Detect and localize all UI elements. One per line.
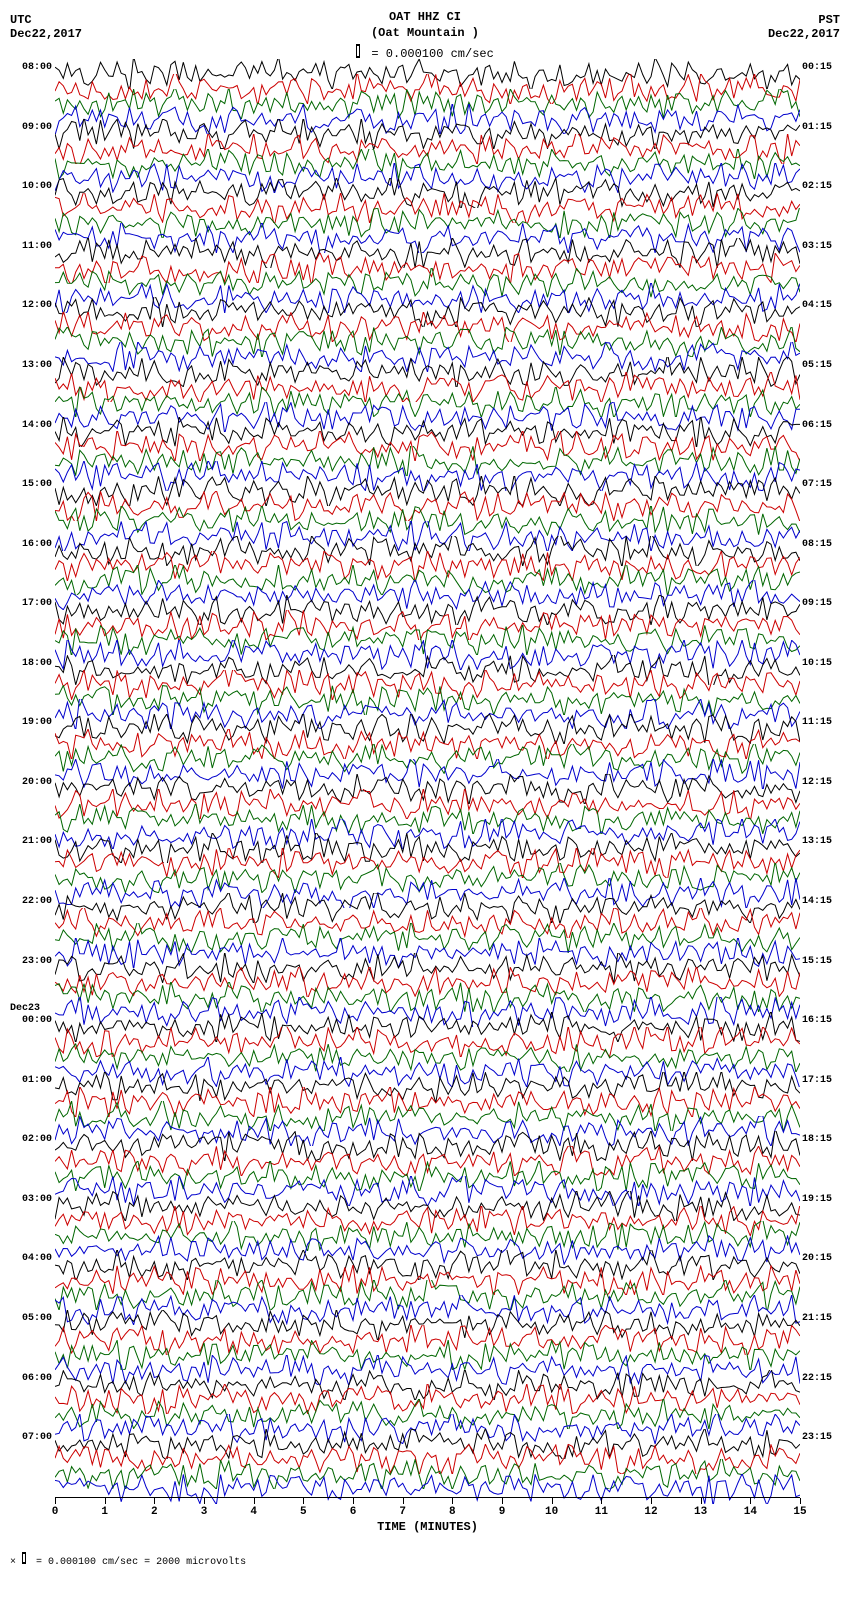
pst-hour-label: 21:15 xyxy=(802,1313,842,1324)
utc-hour-label: 11:00 xyxy=(10,241,52,252)
plot-region: 08:0000:1509:0001:1510:0002:1511:0003:15… xyxy=(55,67,800,1497)
pst-hour-label: 09:15 xyxy=(802,598,842,609)
pst-hour-label: 18:15 xyxy=(802,1134,842,1145)
utc-hour-label: 22:00 xyxy=(10,896,52,907)
x-tick-label: 9 xyxy=(499,1506,506,1518)
seismogram-container: OAT HHZ CI (Oat Mountain ) UTC Dec22,201… xyxy=(10,10,840,1568)
x-tick-label: 10 xyxy=(545,1506,558,1518)
x-tick xyxy=(204,1498,205,1504)
x-tick xyxy=(154,1498,155,1504)
x-tick xyxy=(353,1498,354,1504)
pst-hour-label: 02:15 xyxy=(802,181,842,192)
right-date-label: Dec22,2017 xyxy=(760,27,840,41)
utc-hour-label: 17:00 xyxy=(10,598,52,609)
x-tick xyxy=(502,1498,503,1504)
x-tick-label: 11 xyxy=(595,1506,608,1518)
utc-hour-label: 08:00 xyxy=(10,62,52,73)
pst-hour-label: 19:15 xyxy=(802,1194,842,1205)
x-tick-label: 15 xyxy=(793,1506,806,1518)
utc-hour-label: 06:00 xyxy=(10,1373,52,1384)
scale-bar-icon xyxy=(356,44,360,58)
pst-hour-label: 06:15 xyxy=(802,420,842,431)
utc-hour-label: 19:00 xyxy=(10,717,52,728)
pst-hour-label: 14:15 xyxy=(802,896,842,907)
utc-hour-label: 07:00 xyxy=(10,1432,52,1443)
x-axis-title: TIME (MINUTES) xyxy=(55,1498,800,1534)
x-tick-label: 5 xyxy=(300,1506,307,1518)
x-tick xyxy=(701,1498,702,1504)
tz-right: PST Dec22,2017 xyxy=(760,13,840,41)
pst-hour-label: 01:15 xyxy=(802,122,842,133)
x-tick-label: 3 xyxy=(201,1506,208,1518)
footer-text: = 0.000100 cm/sec = 2000 microvolts xyxy=(36,1557,246,1568)
pst-hour-label: 22:15 xyxy=(802,1373,842,1384)
right-tz-label: PST xyxy=(760,13,840,27)
left-date-label: Dec22,2017 xyxy=(10,27,90,41)
utc-hour-label: 21:00 xyxy=(10,836,52,847)
x-tick-label: 0 xyxy=(52,1506,59,1518)
x-axis: TIME (MINUTES) 0123456789101112131415 xyxy=(55,1497,800,1538)
pst-hour-label: 07:15 xyxy=(802,479,842,490)
pst-hour-label: 20:15 xyxy=(802,1253,842,1264)
x-tick xyxy=(254,1498,255,1504)
utc-hour-label: 16:00 xyxy=(10,539,52,550)
x-tick-label: 6 xyxy=(350,1506,357,1518)
x-tick xyxy=(55,1498,56,1504)
x-tick xyxy=(750,1498,751,1504)
x-tick-label: 7 xyxy=(399,1506,406,1518)
utc-hour-label: 14:00 xyxy=(10,420,52,431)
utc-hour-label: 23:00 xyxy=(10,956,52,967)
footer-prefix: × xyxy=(10,1557,16,1568)
tz-left: UTC Dec22,2017 xyxy=(10,13,90,41)
x-tick-label: 14 xyxy=(744,1506,757,1518)
pst-hour-label: 15:15 xyxy=(802,956,842,967)
utc-date-marker: Dec23 xyxy=(10,1003,52,1014)
pst-hour-label: 11:15 xyxy=(802,717,842,728)
x-tick xyxy=(452,1498,453,1504)
utc-hour-label: 10:00 xyxy=(10,181,52,192)
x-tick xyxy=(552,1498,553,1504)
pst-hour-label: 00:15 xyxy=(802,62,842,73)
pst-hour-label: 12:15 xyxy=(802,777,842,788)
utc-hour-label: 20:00 xyxy=(10,777,52,788)
pst-hour-label: 16:15 xyxy=(802,1015,842,1026)
x-tick-label: 13 xyxy=(694,1506,707,1518)
x-tick xyxy=(303,1498,304,1504)
x-tick-label: 1 xyxy=(101,1506,108,1518)
x-tick-label: 4 xyxy=(250,1506,257,1518)
x-tick xyxy=(800,1498,801,1504)
utc-hour-label: 04:00 xyxy=(10,1253,52,1264)
trace-row xyxy=(55,1482,800,1497)
utc-hour-label: 15:00 xyxy=(10,479,52,490)
x-tick xyxy=(403,1498,404,1504)
pst-hour-label: 10:15 xyxy=(802,658,842,669)
x-tick-label: 12 xyxy=(644,1506,657,1518)
utc-hour-label: 05:00 xyxy=(10,1313,52,1324)
utc-hour-label: 01:00 xyxy=(10,1075,52,1086)
pst-hour-label: 03:15 xyxy=(802,241,842,252)
pst-hour-label: 23:15 xyxy=(802,1432,842,1443)
utc-hour-label: 09:00 xyxy=(10,122,52,133)
utc-hour-label: 12:00 xyxy=(10,300,52,311)
pst-hour-label: 05:15 xyxy=(802,360,842,371)
utc-hour-label: 02:00 xyxy=(10,1134,52,1145)
utc-hour-label: 03:00 xyxy=(10,1194,52,1205)
pst-hour-label: 08:15 xyxy=(802,539,842,550)
x-tick-label: 8 xyxy=(449,1506,456,1518)
footer-scale-bar-icon xyxy=(22,1552,26,1564)
left-tz-label: UTC xyxy=(10,13,90,27)
pst-hour-label: 04:15 xyxy=(802,300,842,311)
x-tick xyxy=(105,1498,106,1504)
footer: × = 0.000100 cm/sec = 2000 microvolts xyxy=(10,1552,840,1568)
pst-hour-label: 13:15 xyxy=(802,836,842,847)
x-tick-label: 2 xyxy=(151,1506,158,1518)
utc-hour-label: 13:00 xyxy=(10,360,52,371)
pst-hour-label: 17:15 xyxy=(802,1075,842,1086)
x-tick xyxy=(651,1498,652,1504)
x-tick xyxy=(601,1498,602,1504)
utc-hour-label: 18:00 xyxy=(10,658,52,669)
utc-hour-label: 00:00 xyxy=(10,1015,52,1026)
